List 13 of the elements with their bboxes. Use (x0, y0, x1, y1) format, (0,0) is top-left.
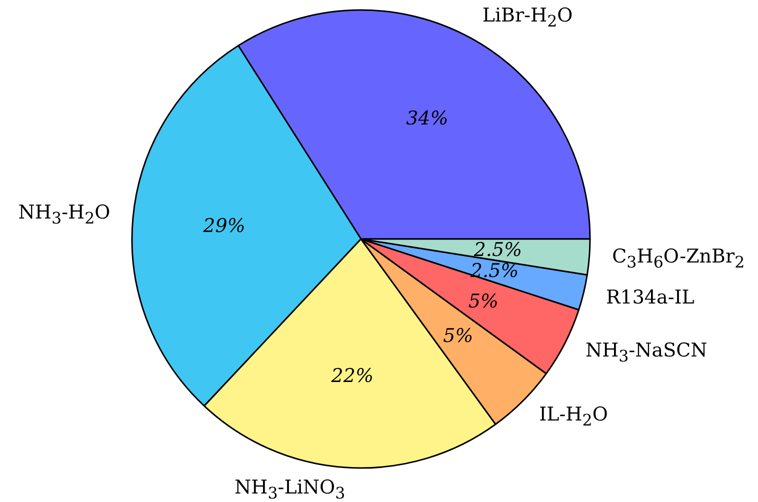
slice-label: NH$_{3}$-NaSCN (585, 340, 708, 366)
slice-label: NH$_{3}$-LiNO$_{3}$ (234, 477, 346, 502)
data-label: 2.5% (472, 238, 522, 261)
data-label: 34% (406, 108, 448, 130)
slice-label: C$_{3}$H$_{6}$O-ZnBr$_{2}$ (612, 245, 745, 272)
data-label: 5% (468, 290, 498, 312)
slice-label: R134a-IL (606, 286, 694, 308)
slice-label: NH$_{3}$-H$_{2}$O (18, 202, 110, 228)
slice-label: LiBr-H$_{2}$O (482, 4, 573, 31)
data-label: 29% (202, 215, 246, 238)
data-label: 5% (443, 325, 474, 348)
slice-label: IL-H$_{2}$O (539, 404, 608, 430)
data-label: 22% (330, 365, 374, 388)
